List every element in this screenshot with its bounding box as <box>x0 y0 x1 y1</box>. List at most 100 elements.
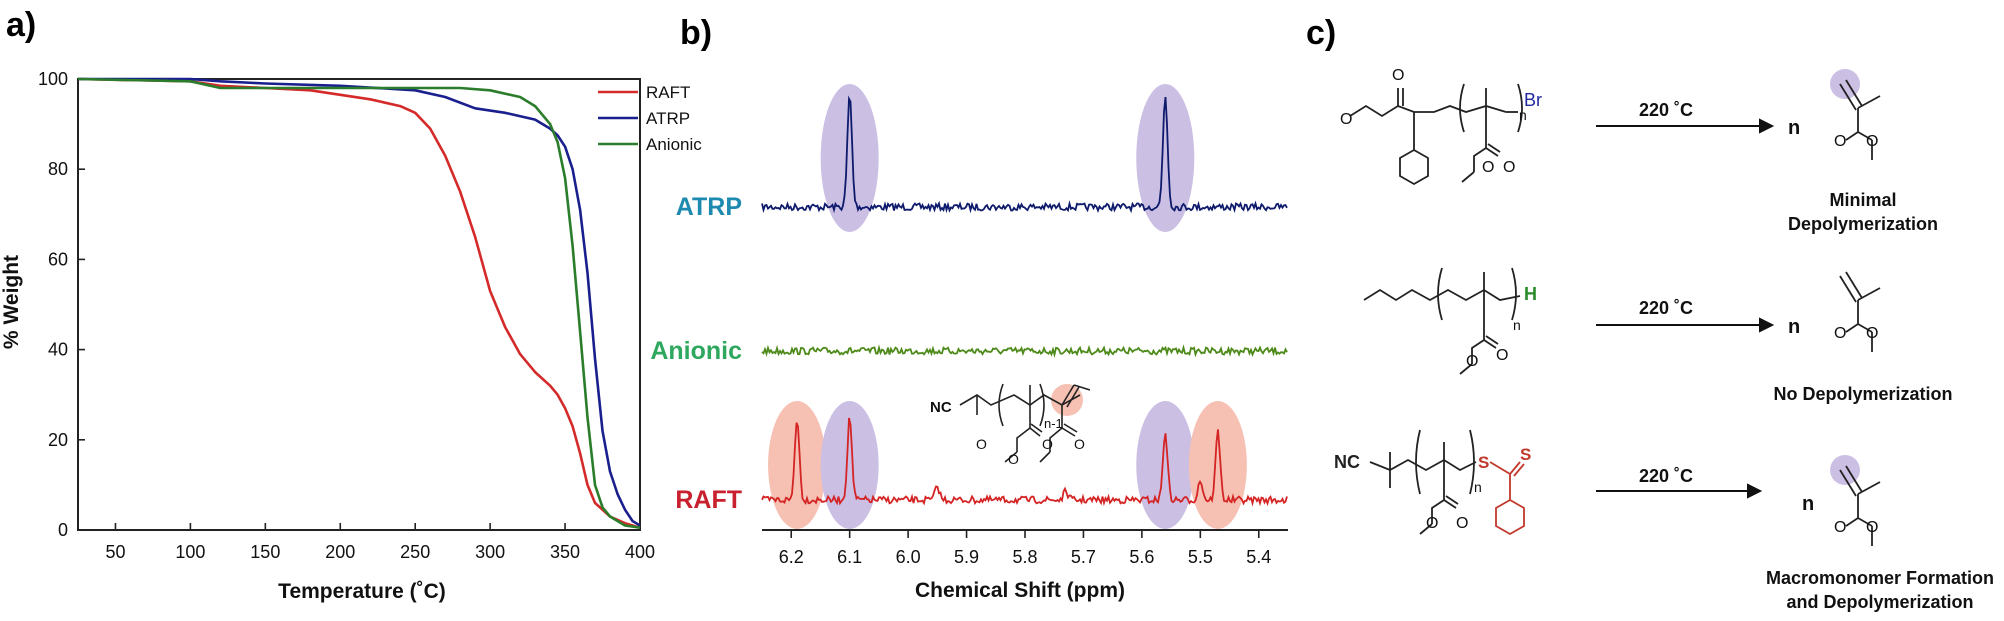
tga-y-tick-label: 60 <box>48 249 68 269</box>
atrp-end-group: Br <box>1524 90 1542 110</box>
tga-plot-frame <box>77 78 641 531</box>
anionic-end-group: H <box>1524 284 1537 304</box>
svg-text:O: O <box>1834 325 1846 342</box>
raft-sulfur-2: S <box>1520 445 1531 464</box>
tga-x-tick-label: 150 <box>250 542 280 562</box>
nmr-x-tick-label: 5.4 <box>1246 547 1271 567</box>
nmr-x-axis-title: Chemical Shift (ppm) <box>915 579 1125 602</box>
nmr-trace-raft <box>761 417 1288 507</box>
nmr-x-tick-label: 5.5 <box>1188 547 1213 567</box>
inset-n-minus-1-label: n-1 <box>1044 416 1063 431</box>
inset-nc-label: NC <box>930 399 952 416</box>
reaction-arrows <box>1596 118 1775 499</box>
product-n-2: n <box>1788 316 1800 338</box>
nmr-trace-label-anionic: Anionic <box>650 337 742 365</box>
svg-text:O: O <box>1426 515 1438 532</box>
svg-text:O: O <box>1503 159 1515 176</box>
nmr-x-tick-label: 5.6 <box>1129 547 1154 567</box>
tga-y-tick-label: 20 <box>48 430 68 450</box>
nmr-highlight-atrp-purple <box>1136 84 1195 232</box>
tga-y-tick-label: 80 <box>48 159 68 179</box>
tga-y-tick-label: 0 <box>58 520 68 540</box>
svg-text:O: O <box>1456 515 1468 532</box>
svg-text:O: O <box>1866 325 1878 342</box>
nmr-trace-anionic <box>761 344 1288 359</box>
result-row-3-line-1: Macromonomer Formation <box>1766 568 1994 588</box>
nmr-x-tick-label: 6.1 <box>837 547 862 567</box>
condition-row-2: 220 ˚C <box>1639 298 1693 318</box>
svg-text:O: O <box>1482 159 1494 176</box>
result-row-1-line-2: Depolymerization <box>1788 214 1938 234</box>
tga-x-tick-label: 250 <box>400 542 430 562</box>
svg-text:O: O <box>1392 67 1404 84</box>
svg-text:O: O <box>1866 519 1878 536</box>
tga-legend-label-atrp: ATRP <box>646 109 690 128</box>
nmr-highlight-raft-purple <box>820 401 879 529</box>
trithiocarbonate-group <box>1489 461 1525 536</box>
tga-series-atrp <box>78 77 641 527</box>
tga-legend-label-raft: RAFT <box>646 83 690 102</box>
product-oxygen-labels: O O O O O O <box>1834 133 1878 536</box>
svg-text:O: O <box>1340 111 1352 128</box>
anionic-repeat-n: n <box>1513 317 1521 333</box>
svg-text:O: O <box>1466 353 1478 370</box>
panel-label-c: c) <box>1306 14 1336 52</box>
nmr-x-tick-label: 5.7 <box>1071 547 1096 567</box>
raft-macromonomer-structure <box>959 383 1091 463</box>
svg-text:O: O <box>1834 519 1846 536</box>
nmr-trace-label-raft: RAFT <box>675 486 742 514</box>
tga-y-tick-label: 40 <box>48 340 68 360</box>
nmr-x-tick-label: 6.2 <box>779 547 804 567</box>
result-row-3-line-2: and Depolymerization <box>1786 592 1973 612</box>
tga-x-tick-label: 300 <box>475 542 505 562</box>
mma-product-1 <box>1830 69 1881 160</box>
tga-x-tick-label: 200 <box>325 542 355 562</box>
tga-chart: 50 100 150 200 250 300 350 400 0 20 40 60 80 100 Temp… <box>0 69 702 603</box>
nmr-x-tick-label: 5.9 <box>954 547 979 567</box>
product-n-3: n <box>1802 493 1814 515</box>
nmr-highlight-raft-purple <box>1136 401 1195 529</box>
tga-legend: RAFT ATRP Anionic <box>598 83 702 154</box>
nmr-highlight-raft-red <box>1188 401 1247 529</box>
condition-row-1: 220 ˚C <box>1639 100 1693 120</box>
tga-x-tick-label: 400 <box>625 542 655 562</box>
tga-x-axis-title: Temperature (˚C) <box>278 580 446 603</box>
nmr-x-tick-label: 5.8 <box>1012 547 1037 567</box>
svg-text:O: O <box>1008 451 1019 467</box>
svg-text:O: O <box>976 436 987 452</box>
result-row-2-line-1: No Depolymerization <box>1773 384 1952 404</box>
condition-row-3: 220 ˚C <box>1639 466 1693 486</box>
atrp-repeat-n: n <box>1519 107 1527 123</box>
nmr-chart: ATRP Anionic RAFT 6.2 6.1 6.0 5.9 5.8 5.7 5.6 5.5… <box>650 84 1288 602</box>
tga-series-raft <box>77 77 641 529</box>
nmr-x-tick-label: 6.0 <box>896 547 921 567</box>
nmr-highlight-raft-red <box>768 401 827 529</box>
mma-product-2 <box>1839 271 1881 352</box>
svg-text:O: O <box>1042 436 1053 452</box>
tga-x-tick-label: 350 <box>550 542 580 562</box>
panel-label-a: a) <box>6 6 36 44</box>
anionic-polymer-structure <box>1363 267 1521 375</box>
tga-y-axis-title: % Weight <box>0 255 23 349</box>
svg-text:O: O <box>1834 133 1846 150</box>
raft-polymer-structure <box>1369 429 1477 535</box>
svg-text:O: O <box>1074 436 1085 452</box>
raft-end-group: NC <box>1334 452 1360 472</box>
nmr-trace-label-atrp: ATRP <box>676 193 742 221</box>
product-n-1: n <box>1788 117 1800 139</box>
tga-series-anionic <box>77 77 641 529</box>
raft-sulfur-1: S <box>1478 453 1489 472</box>
result-row-1-line-1: Minimal <box>1829 190 1896 210</box>
tga-x-tick-label: 50 <box>105 542 125 562</box>
svg-text:O: O <box>1496 347 1508 364</box>
panel-label-b: b) <box>680 14 712 52</box>
tga-y-tick-label: 100 <box>38 69 68 89</box>
tga-legend-label-anionic: Anionic <box>646 135 702 154</box>
atrp-polymer-structure <box>1349 83 1523 186</box>
mma-product-3 <box>1830 455 1881 546</box>
